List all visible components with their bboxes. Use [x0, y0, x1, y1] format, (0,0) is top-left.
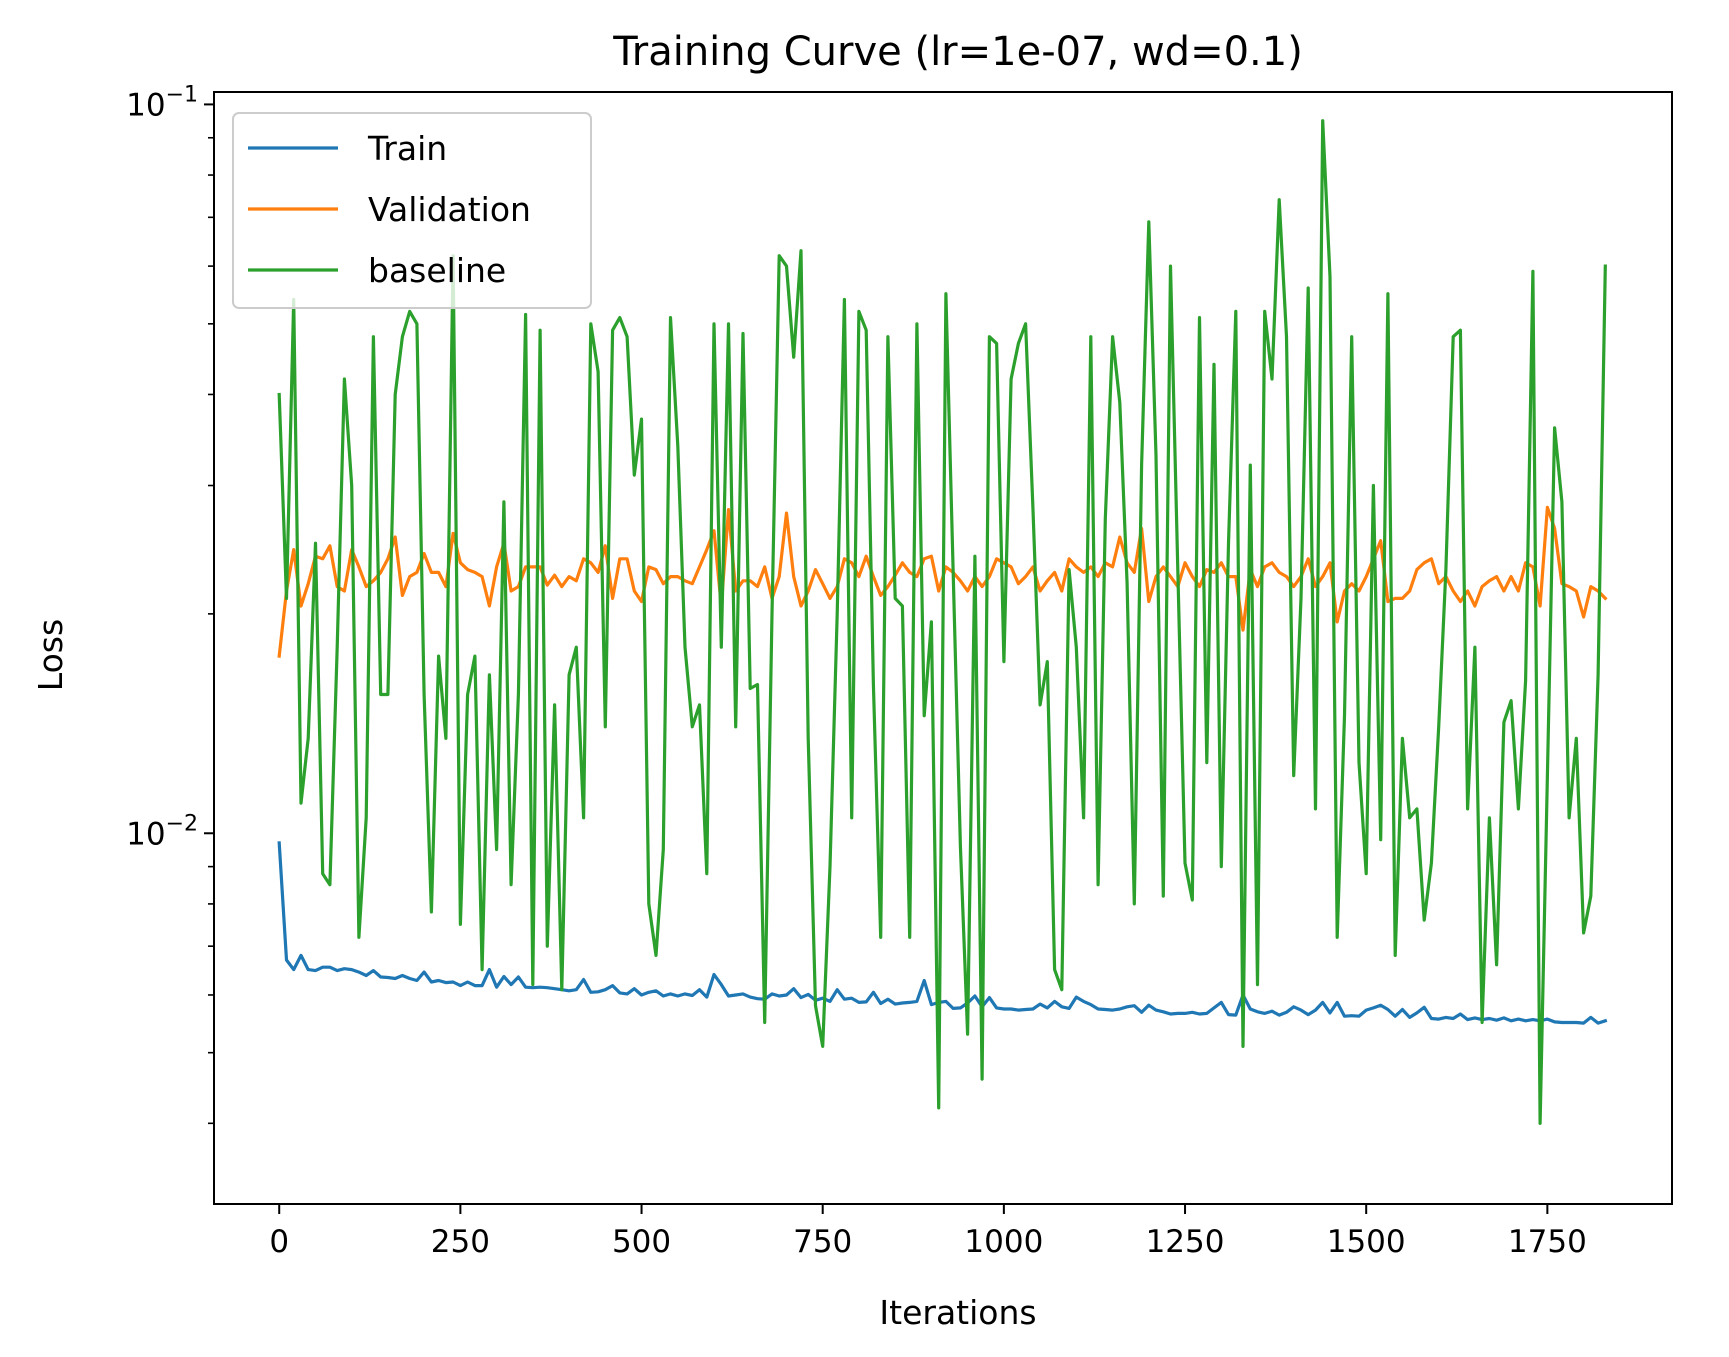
legend-label-baseline: baseline — [368, 251, 506, 290]
y-tick-label: 10−1 — [126, 82, 198, 123]
x-tick-label: 1000 — [964, 1224, 1043, 1260]
legend-label-validation: Validation — [368, 190, 531, 229]
x-axis: 0 250 500 750 1000 1250 1500 1750 — [269, 1204, 1587, 1260]
series-line-baseline — [277, 119, 1607, 1125]
x-tick-label: 250 — [431, 1224, 490, 1260]
plot-frame — [213, 91, 1673, 1205]
x-tick-label: 1750 — [1508, 1224, 1587, 1260]
legend-label-train: Train — [367, 129, 447, 168]
x-tick-label: 500 — [612, 1224, 671, 1260]
x-tick-label: 750 — [793, 1224, 852, 1260]
chart-title: Training Curve (lr=1e-07, wd=0.1) — [612, 29, 1303, 75]
x-tick-label: 0 — [269, 1224, 289, 1260]
x-tick-label: 1250 — [1146, 1224, 1225, 1260]
y-axis: 10−2 10−1 — [126, 82, 214, 1125]
series-line-train — [277, 841, 1608, 1025]
plot-area — [277, 119, 1608, 1125]
y-axis-label: Loss — [31, 619, 70, 691]
x-tick-label: 1500 — [1327, 1224, 1406, 1260]
legend: Train Validation baseline — [232, 112, 592, 309]
legend-entries: Train Validation baseline — [248, 129, 531, 290]
legend-box — [232, 112, 592, 309]
x-axis-label: Iterations — [879, 1293, 1036, 1332]
series-layer — [277, 119, 1608, 1125]
y-tick-label: 10−2 — [126, 811, 198, 852]
